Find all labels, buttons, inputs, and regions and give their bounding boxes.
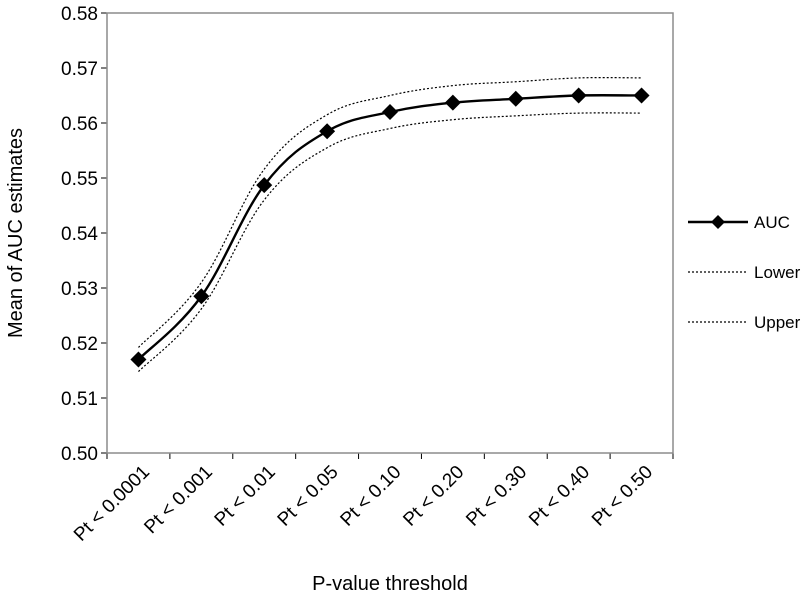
y-axis-title: Mean of AUC estimates xyxy=(5,128,27,338)
x-tick-label: Pt < 0.001 xyxy=(140,462,216,538)
series-line-auc xyxy=(137,94,642,361)
data-point-auc xyxy=(256,177,273,194)
x-tick-label: Pt < 0.05 xyxy=(274,462,343,531)
y-tick-label: 0.54 xyxy=(61,224,98,245)
data-point-auc xyxy=(193,288,210,305)
y-tick-label: 0.52 xyxy=(61,334,98,355)
y-tick-label: 0.51 xyxy=(61,389,98,410)
legend-label-auc: AUC xyxy=(754,213,790,232)
legend-label-lower: Lower xyxy=(754,263,801,282)
y-tick-label: 0.58 xyxy=(61,4,98,25)
y-tick-label: 0.55 xyxy=(61,169,98,190)
legend: AUC Lower Upper xyxy=(688,213,801,332)
data-point-auc xyxy=(382,104,398,120)
x-axis-title: P-value threshold xyxy=(312,573,468,595)
plot-area-frame xyxy=(106,12,674,454)
x-tick-label: Pt < 0.40 xyxy=(525,462,594,531)
data-point-auc xyxy=(633,87,650,104)
data-point-auc xyxy=(319,123,336,140)
data-point-auc xyxy=(570,87,587,104)
y-tick-label: 0.56 xyxy=(61,114,98,135)
x-tick-label: Pt < 0.0001 xyxy=(70,462,154,546)
data-point-auc xyxy=(130,351,147,368)
y-tick-label: 0.57 xyxy=(61,59,98,80)
x-tick-label: Pt < 0.01 xyxy=(211,462,280,531)
series-line-upper xyxy=(138,76,642,348)
series-line-lower xyxy=(138,112,642,373)
x-tick-label: Pt < 0.50 xyxy=(588,462,657,531)
y-axis-ticks: 0.50 0.51 0.52 0.53 0.54 0.55 0.56 0.57 0.58 xyxy=(61,4,107,465)
x-tick-label: Pt < 0.30 xyxy=(462,462,531,531)
legend-label-upper: Upper xyxy=(754,313,801,332)
x-tick-label: Pt < 0.20 xyxy=(399,462,468,531)
data-point-auc xyxy=(444,94,461,111)
y-tick-label: 0.53 xyxy=(61,279,98,300)
legend-marker-auc xyxy=(711,215,725,229)
series-layer xyxy=(130,76,650,373)
y-tick-label: 0.50 xyxy=(61,444,98,465)
data-point-auc xyxy=(507,90,524,107)
x-tick-label: Pt < 0.10 xyxy=(337,462,406,531)
